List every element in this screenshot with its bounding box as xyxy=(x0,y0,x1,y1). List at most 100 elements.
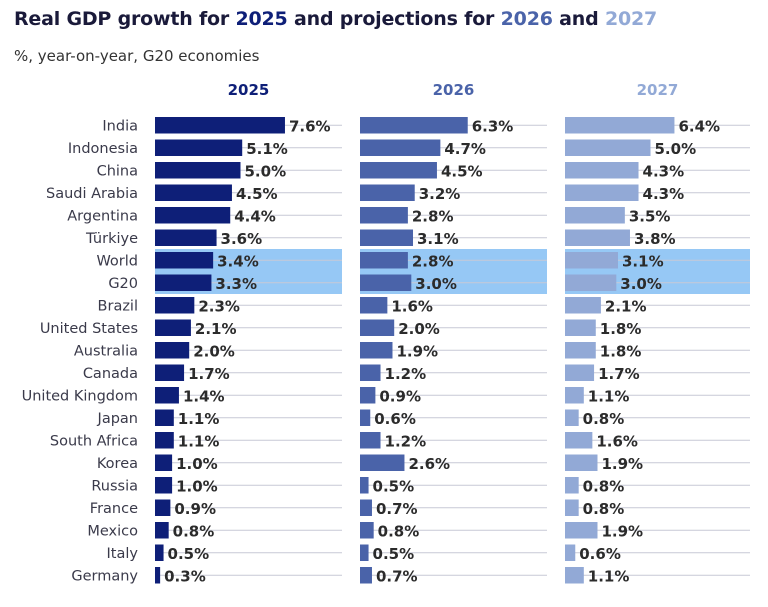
bar-argentina-2025 xyxy=(155,207,231,224)
value-label-brazil-2025: 2.3% xyxy=(198,298,240,316)
category-label-g20: G20 xyxy=(108,276,138,292)
bar-germany-2025 xyxy=(155,567,161,584)
value-label-mexico-2027: 1.9% xyxy=(601,523,643,541)
bar-russia-2026 xyxy=(360,477,369,494)
bar-italy-2027 xyxy=(565,544,576,561)
bar-germany-2027 xyxy=(565,567,584,584)
value-label-united-kingdom-2025: 1.4% xyxy=(183,388,225,406)
bar-australia-2025 xyxy=(155,342,190,359)
category-label-korea: Korea xyxy=(97,456,138,472)
bar-indonesia-2027 xyxy=(565,139,651,156)
value-label-china-2027: 4.3% xyxy=(643,163,685,181)
bar-canada-2027 xyxy=(565,364,595,381)
title-year-2027: 2027 xyxy=(604,8,658,30)
value-label-united-states-2025: 2.1% xyxy=(195,320,237,338)
panel-header-2025: 2025 xyxy=(228,81,270,99)
bar-united-states-2026 xyxy=(360,319,395,336)
value-label-united-kingdom-2027: 1.1% xyxy=(588,388,630,406)
value-label-saudi-arabia-2026: 3.2% xyxy=(419,185,461,203)
value-label-saudi-arabia-2027: 4.3% xyxy=(643,185,685,203)
bar-saudi-arabia-2027 xyxy=(565,184,639,201)
value-label-g20-2027: 3.0% xyxy=(620,275,662,293)
category-label-russia: Russia xyxy=(91,478,138,494)
bar-indonesia-2026 xyxy=(360,139,441,156)
bar-mexico-2026 xyxy=(360,522,374,539)
bar-france-2026 xyxy=(360,499,372,516)
bar-brazil-2025 xyxy=(155,297,195,314)
bar-t-rkiye-2025 xyxy=(155,229,217,246)
value-label-brazil-2027: 2.1% xyxy=(605,298,647,316)
value-label-korea-2026: 2.6% xyxy=(408,455,450,473)
category-label-brazil: Brazil xyxy=(98,298,138,314)
bar-united-states-2027 xyxy=(565,319,596,336)
bar-g20-2026 xyxy=(360,274,412,291)
value-label-g20-2026: 3.0% xyxy=(415,275,457,293)
category-label-t-rkiye: Türkiye xyxy=(85,231,138,247)
category-label-indonesia: Indonesia xyxy=(68,141,138,157)
bar-brazil-2027 xyxy=(565,297,601,314)
value-label-canada-2027: 1.7% xyxy=(598,365,640,383)
value-label-south-africa-2025: 1.1% xyxy=(178,433,220,451)
bar-south-africa-2026 xyxy=(360,432,381,449)
value-label-t-rkiye-2025: 3.6% xyxy=(221,230,263,248)
bar-japan-2027 xyxy=(565,409,579,426)
bar-brazil-2026 xyxy=(360,297,388,314)
value-label-united-states-2027: 1.8% xyxy=(600,320,642,338)
bar-united-states-2025 xyxy=(155,319,191,336)
bar-south-africa-2025 xyxy=(155,432,174,449)
bar-france-2025 xyxy=(155,499,171,516)
value-label-germany-2027: 1.1% xyxy=(588,568,630,586)
value-label-france-2027: 0.8% xyxy=(583,500,625,518)
value-label-india-2027: 6.4% xyxy=(678,118,720,136)
bar-italy-2026 xyxy=(360,544,369,561)
value-label-china-2026: 4.5% xyxy=(441,163,483,181)
bar-korea-2025 xyxy=(155,454,173,471)
title-year-2025: 2025 xyxy=(235,8,288,30)
bar-united-kingdom-2025 xyxy=(155,387,179,404)
value-label-brazil-2026: 1.6% xyxy=(391,298,433,316)
bar-world-2026 xyxy=(360,252,408,269)
bar-australia-2027 xyxy=(565,342,596,359)
value-label-korea-2027: 1.9% xyxy=(601,455,643,473)
value-label-germany-2025: 0.3% xyxy=(164,568,206,586)
category-label-south-africa: South Africa xyxy=(50,433,138,449)
value-label-argentina-2027: 3.5% xyxy=(629,208,671,226)
value-label-china-2025: 5.0% xyxy=(245,163,287,181)
bar-australia-2026 xyxy=(360,342,393,359)
value-label-australia-2026: 1.9% xyxy=(396,343,438,361)
bar-japan-2025 xyxy=(155,409,174,426)
bar-china-2025 xyxy=(155,162,241,179)
value-label-russia-2026: 0.5% xyxy=(373,478,415,496)
bar-china-2027 xyxy=(565,162,639,179)
value-label-japan-2027: 0.8% xyxy=(583,410,625,428)
bar-indonesia-2025 xyxy=(155,139,243,156)
bar-india-2025 xyxy=(155,117,285,134)
bar-india-2027 xyxy=(565,117,675,134)
value-label-france-2026: 0.7% xyxy=(376,500,418,518)
bar-china-2026 xyxy=(360,162,437,179)
panel-header-2027: 2027 xyxy=(637,81,679,99)
value-label-indonesia-2027: 5.0% xyxy=(655,140,697,158)
category-label-germany: Germany xyxy=(71,568,138,584)
value-label-indonesia-2026: 4.7% xyxy=(444,140,486,158)
value-label-south-africa-2027: 1.6% xyxy=(596,433,638,451)
value-label-india-2025: 7.6% xyxy=(289,118,331,136)
title-year-2026: 2026 xyxy=(500,8,553,30)
bar-world-2025 xyxy=(155,252,214,269)
value-label-india-2026: 6.3% xyxy=(472,118,514,136)
value-label-united-states-2026: 2.0% xyxy=(398,320,440,338)
value-label-argentina-2026: 2.8% xyxy=(412,208,454,226)
bar-south-africa-2027 xyxy=(565,432,593,449)
category-label-india: India xyxy=(102,118,138,134)
category-label-japan: Japan xyxy=(97,411,138,427)
value-label-russia-2025: 1.0% xyxy=(176,478,218,496)
value-label-g20-2025: 3.3% xyxy=(215,275,257,293)
bar-india-2026 xyxy=(360,117,468,134)
category-label-united-kingdom: United Kingdom xyxy=(22,388,138,404)
bar-canada-2026 xyxy=(360,364,381,381)
bar-argentina-2026 xyxy=(360,207,408,224)
value-label-world-2025: 3.4% xyxy=(217,253,259,271)
value-label-australia-2027: 1.8% xyxy=(600,343,642,361)
value-label-united-kingdom-2026: 0.9% xyxy=(379,388,421,406)
